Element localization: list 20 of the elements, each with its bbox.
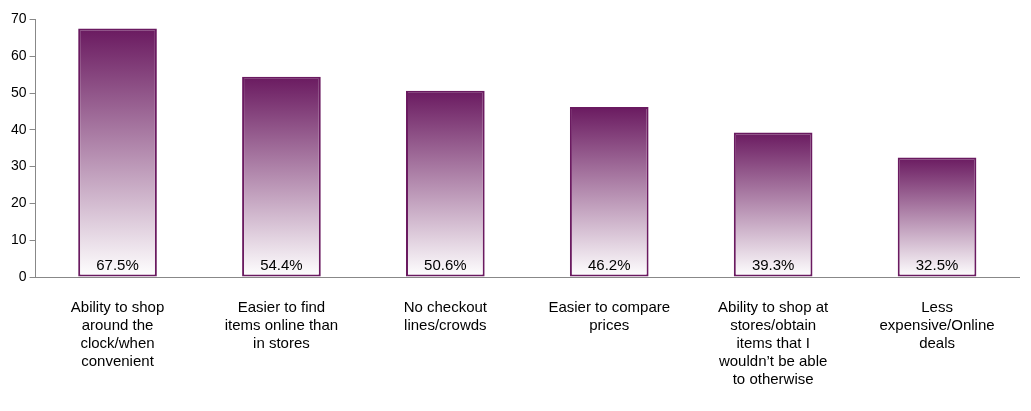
x-tick-label: Less expensive/Online deals bbox=[879, 298, 995, 352]
x-tick-label: Ability to shop at stores/obtain items that I wouldn’t be able to otherwise bbox=[717, 298, 830, 388]
y-tick-label: 50 bbox=[10, 83, 27, 100]
data-label: 32.5% bbox=[915, 255, 959, 273]
y-tick-label: 70 bbox=[10, 10, 27, 27]
x-tick-label: Easier to find items online than in stores bbox=[224, 298, 339, 352]
y-tick-label: 20 bbox=[10, 194, 27, 211]
x-tick-label: Ability to shop around the clock/when convenient bbox=[70, 298, 165, 370]
data-label: 46.2% bbox=[587, 255, 631, 273]
y-tick-label: 40 bbox=[10, 120, 27, 137]
data-label: 50.6% bbox=[424, 255, 467, 273]
data-label: 39.3% bbox=[751, 255, 795, 273]
x-tick-label: No checkout lines/crowds bbox=[403, 298, 488, 334]
data-label: 54.4% bbox=[260, 255, 303, 273]
data-label: 67.5% bbox=[96, 255, 139, 273]
y-tick-label: 60 bbox=[10, 47, 27, 64]
x-tick-label: Easier to compare prices bbox=[548, 298, 671, 334]
y-tick-label: 10 bbox=[10, 231, 27, 248]
y-tick-label: 30 bbox=[10, 157, 27, 174]
y-tick-label: 0 bbox=[18, 267, 27, 284]
